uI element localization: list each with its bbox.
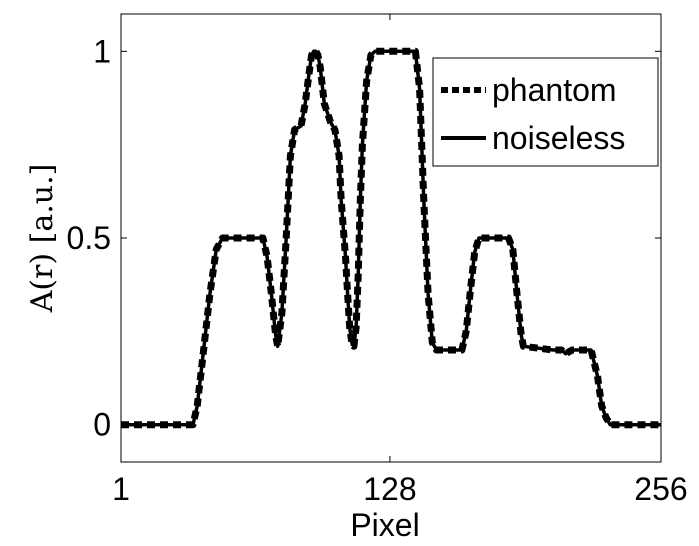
series-layer <box>121 47 661 429</box>
legend-label-phantom: phantom <box>492 72 617 108</box>
x-tick-label: 128 <box>363 471 416 507</box>
ticks-layer: 1 128 256 0 0.5 1 <box>67 14 688 507</box>
y-tick-label: 0.5 <box>67 220 111 256</box>
legend: phantom noiseless <box>432 57 659 167</box>
legend-label-noiseless: noiseless <box>492 120 625 156</box>
x-tick-label: 1 <box>112 471 130 507</box>
y-tick-label: 0 <box>93 407 111 443</box>
x-axis-label: Pixel <box>350 507 419 543</box>
y-tick-label: 1 <box>93 33 111 69</box>
legend-box <box>432 57 659 167</box>
series-line-noiseless <box>121 49 661 427</box>
x-tick-label: 256 <box>634 471 687 507</box>
y-axis-label: A(r) [a.u.] <box>25 164 60 314</box>
